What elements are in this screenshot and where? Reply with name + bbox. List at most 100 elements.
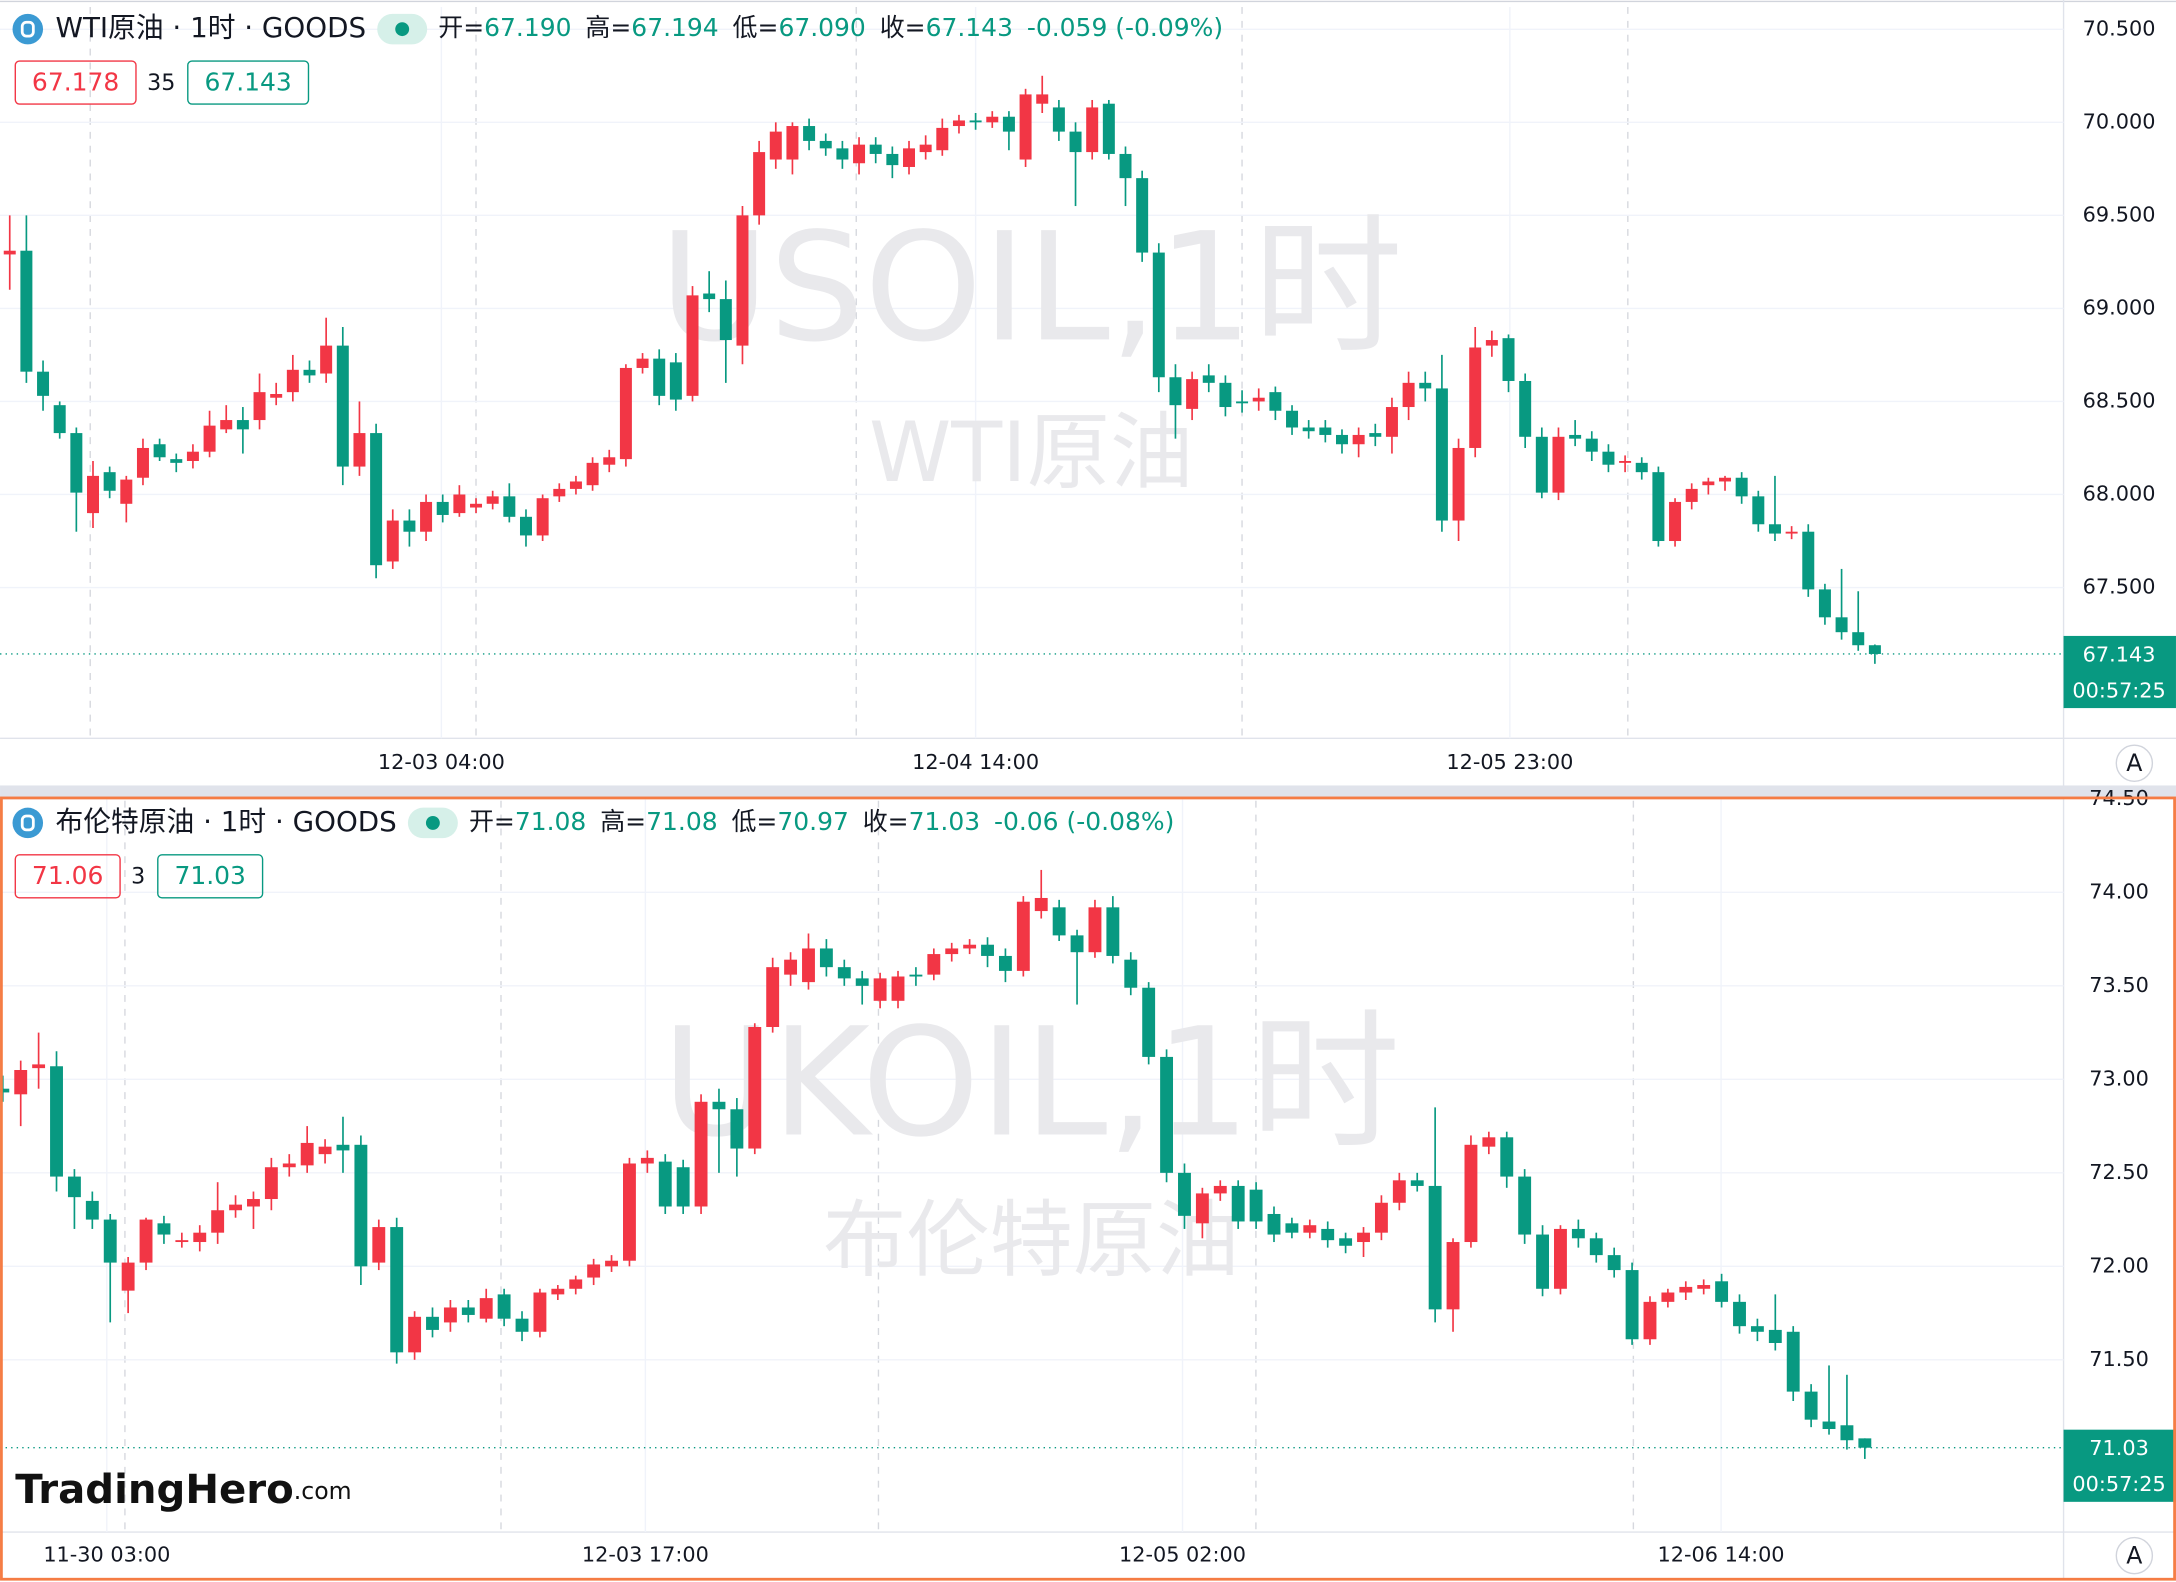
candle-body xyxy=(247,1199,260,1207)
scale-button-bg[interactable] xyxy=(2115,1536,2154,1575)
legend-value: 67.143 xyxy=(926,13,1013,42)
candle-body xyxy=(619,367,632,460)
candle-body xyxy=(70,433,83,493)
countdown: 00:57:25 xyxy=(2072,1472,2165,1496)
scale-button[interactable]: A xyxy=(2126,749,2142,777)
candle-body xyxy=(1469,347,1482,448)
candle-body xyxy=(336,1144,350,1151)
candle-body xyxy=(1697,1285,1711,1289)
candle-body xyxy=(103,472,116,491)
active-pane-border xyxy=(0,796,2176,1581)
candle-body xyxy=(3,250,16,255)
candle-body xyxy=(420,501,433,532)
candle-body xyxy=(1369,433,1382,437)
candle-body xyxy=(1569,434,1582,439)
y-tick-label: 67.500 xyxy=(2083,575,2156,599)
y-tick-label: 69.000 xyxy=(2083,295,2156,319)
candle-body xyxy=(748,1026,762,1149)
candle-body xyxy=(551,1288,565,1295)
candle-body xyxy=(533,1292,547,1332)
candle-body xyxy=(53,405,66,434)
scale-button-bg[interactable] xyxy=(2115,744,2154,782)
x-tick-label: 12-05 02:00 xyxy=(1119,1543,1246,1567)
watermark-symbol: USOIL,1时 xyxy=(659,201,1402,375)
last-price-label: 71.03 xyxy=(2089,1436,2149,1460)
candle-body xyxy=(981,944,994,956)
last-price-label: 67.143 xyxy=(2083,642,2156,666)
candle-body xyxy=(1052,907,1066,936)
candle-body xyxy=(336,345,349,467)
ohlc-legend: 开=67.190 高=67.194 低=67.090 收=67.143 -0.059 (… xyxy=(438,13,1223,42)
y-tick-label: 69.500 xyxy=(2083,202,2156,226)
candle-body xyxy=(282,1163,296,1168)
candle-body xyxy=(605,1260,618,1267)
candle-body xyxy=(569,481,582,489)
logo: TradingHero.com xyxy=(15,1467,351,1513)
y-tick-label: 72.50 xyxy=(2089,1160,2149,1184)
candle-body xyxy=(1036,94,1049,104)
candle-body xyxy=(1339,1238,1353,1246)
candle-body xyxy=(264,1167,278,1200)
candle-body xyxy=(286,369,299,393)
candle-body xyxy=(1571,1228,1585,1239)
scale-button[interactable]: A xyxy=(2126,1542,2142,1570)
x-tick-label: 12-03 04:00 xyxy=(378,750,505,774)
candle-body xyxy=(927,954,941,975)
candle-body xyxy=(969,120,982,123)
candle-body xyxy=(886,153,899,166)
candle-body xyxy=(1852,632,1865,646)
candle-body xyxy=(1303,1225,1317,1233)
candle-body xyxy=(1374,1202,1388,1233)
candle-body xyxy=(1702,481,1715,486)
candle-body xyxy=(1136,178,1149,253)
candle-body xyxy=(998,955,1012,971)
watermark-symbol: UKOIL,1时 xyxy=(662,997,1400,1171)
candle-body xyxy=(220,420,233,430)
candle-body xyxy=(636,358,649,368)
candle-body xyxy=(1102,103,1115,154)
candle-body xyxy=(1685,488,1698,502)
candle-body xyxy=(1719,477,1732,482)
candle-body xyxy=(1554,1228,1567,1289)
candle-body xyxy=(1464,1144,1478,1243)
candle-body xyxy=(1619,460,1632,463)
candle-body xyxy=(819,140,832,149)
last-price-box xyxy=(2063,1429,2176,1502)
candle-body xyxy=(1635,462,1648,473)
candle-body xyxy=(1735,477,1748,497)
candle-body xyxy=(1733,1301,1746,1327)
candle-body xyxy=(891,976,905,1001)
candle-body xyxy=(1186,379,1199,409)
candle-body xyxy=(1319,427,1332,435)
candle-body xyxy=(87,475,99,514)
candle-body xyxy=(1643,1301,1657,1340)
candle-body xyxy=(586,462,599,486)
candle-body xyxy=(1269,392,1282,411)
legend-value: 71.03 xyxy=(909,807,980,836)
last-price-box xyxy=(2063,635,2176,709)
candle-body xyxy=(120,479,133,504)
candle-body xyxy=(20,250,33,372)
ohlc-legend: 开=71.08 高=71.08 低=70.97 收=71.03 -0.06 (-0.08… xyxy=(469,807,1174,836)
watermark-name: WTI原油 xyxy=(869,404,1193,501)
bid-price: 67.178 xyxy=(32,67,119,96)
candle-body xyxy=(869,144,882,154)
candle-body xyxy=(903,148,916,167)
candle-body xyxy=(986,116,999,123)
candle-body xyxy=(936,127,949,151)
symbol-icon xyxy=(12,807,44,839)
candle-body xyxy=(1868,645,1881,654)
candle-body xyxy=(819,948,833,968)
candle-body xyxy=(229,1204,243,1211)
candle-body xyxy=(318,1146,332,1155)
legend-label: 收= xyxy=(863,807,909,836)
candle-body xyxy=(211,1210,225,1233)
spread: 35 xyxy=(147,70,175,96)
candle-body xyxy=(1052,107,1065,132)
candle-body xyxy=(50,1066,63,1177)
candle-body xyxy=(67,1176,81,1198)
candle-body xyxy=(1069,131,1082,153)
bid-price-box xyxy=(14,60,137,105)
y-tick-label: 72.00 xyxy=(2089,1253,2149,1277)
candle-body xyxy=(784,959,798,975)
